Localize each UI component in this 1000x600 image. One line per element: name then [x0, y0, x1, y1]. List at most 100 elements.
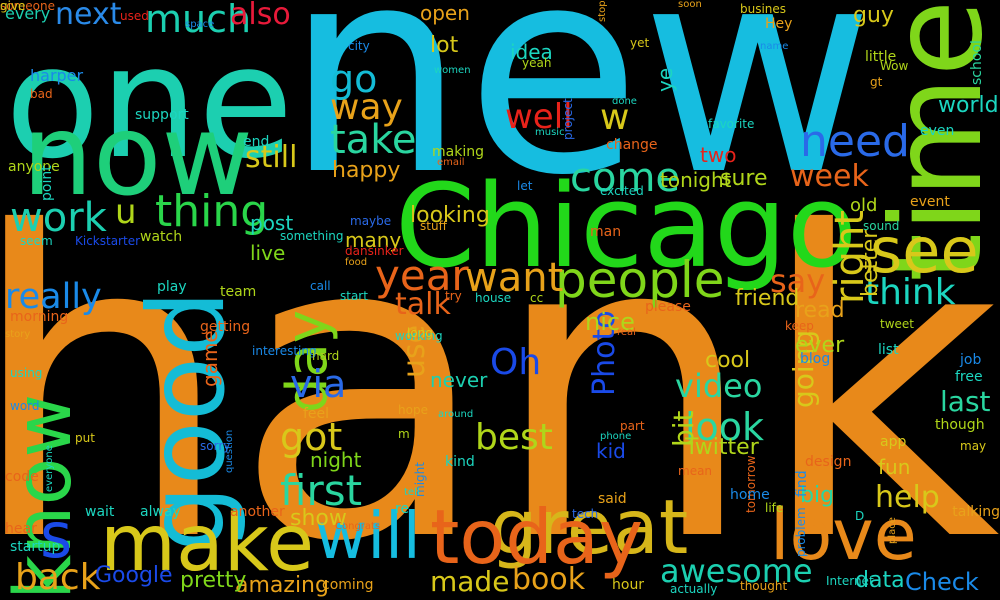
- word-interesting: interesting: [252, 344, 317, 358]
- word-two: two: [700, 143, 737, 167]
- word-try: try: [445, 289, 462, 303]
- word-point: point: [39, 165, 55, 201]
- word-wait: wait: [85, 504, 115, 520]
- word-hour: hour: [612, 577, 645, 593]
- word-best: best: [475, 417, 553, 458]
- word-kind: kind: [445, 454, 475, 470]
- word-code: code: [5, 469, 39, 485]
- word-job: job: [960, 352, 982, 368]
- word-please: please: [645, 299, 691, 315]
- word-done: done: [612, 96, 637, 107]
- word-amazing: amazing: [235, 573, 329, 598]
- word-awesome: awesome: [660, 552, 813, 590]
- word-busines: busines: [740, 2, 787, 16]
- word-real: real: [617, 327, 636, 338]
- word-way: way: [330, 87, 403, 128]
- word-s: s: [40, 499, 73, 572]
- word-many: many: [345, 228, 402, 252]
- word-week: week: [790, 159, 869, 194]
- word-re: re: [395, 501, 410, 517]
- word-another: another: [230, 504, 285, 520]
- word-happy: happy: [332, 158, 401, 183]
- word-d: D: [855, 509, 865, 523]
- word-dansinker: dansinker: [345, 244, 404, 258]
- word-google: Google: [95, 563, 173, 588]
- word-stop: stop: [597, 0, 608, 22]
- word-guy: guy: [853, 3, 894, 28]
- word-go: go: [330, 57, 378, 101]
- word-change: change: [606, 137, 658, 153]
- word-book: book: [512, 562, 586, 597]
- word-idea: idea: [510, 40, 553, 64]
- word-thought: thought: [740, 579, 788, 593]
- word-food: food: [345, 257, 368, 268]
- word-every: every: [5, 4, 51, 23]
- word-feel: feel: [303, 406, 330, 422]
- word-tonight: tonight: [660, 168, 732, 192]
- word-never: never: [430, 368, 488, 392]
- word-sound: sound: [863, 219, 900, 233]
- word-m: m: [398, 427, 410, 441]
- word-stuff: stuff: [420, 219, 447, 233]
- word-find: find: [794, 470, 810, 497]
- word-read: read: [795, 298, 845, 323]
- word-space: space: [185, 19, 215, 30]
- word-next: next: [55, 0, 122, 32]
- word-make: make: [100, 499, 315, 589]
- word-internet: Internet: [826, 574, 874, 588]
- word-ye: ye: [653, 67, 677, 92]
- word-even: even: [920, 123, 955, 139]
- word-give: give: [0, 0, 26, 13]
- word-sorry: sorry: [200, 439, 231, 453]
- word-wow: Wow: [880, 59, 909, 73]
- word-really: really: [5, 277, 102, 317]
- word-talking: talking: [952, 504, 1000, 520]
- word-getting: getting: [200, 319, 251, 335]
- word-back: back: [15, 557, 101, 598]
- word-cc: cc: [530, 291, 544, 305]
- word-sure: sure: [720, 166, 768, 191]
- word-nice: nice: [585, 308, 635, 336]
- word-working: working: [395, 329, 443, 343]
- word-alway: alway: [140, 504, 181, 520]
- word-maybe: maybe: [350, 214, 392, 228]
- word-said: said: [598, 491, 627, 507]
- word-play: play: [157, 279, 187, 295]
- word-team: team: [220, 284, 257, 300]
- word-show: show: [290, 506, 347, 531]
- word-question: question: [224, 429, 235, 473]
- word-hey: Hey: [765, 16, 793, 32]
- word-mean: mean: [678, 464, 713, 478]
- word-city: city: [348, 39, 370, 53]
- word-someone: someone: [0, 0, 55, 13]
- word-watch: watch: [140, 229, 183, 245]
- word-call: call: [310, 279, 331, 293]
- word-see: see: [870, 214, 979, 287]
- word-something: something: [280, 229, 344, 243]
- word-thing: thing: [155, 186, 269, 237]
- word-tomorrow: tomorrow: [744, 455, 758, 513]
- word-congrats: Congrats: [335, 521, 381, 532]
- word-end: end: [243, 134, 270, 150]
- word-take: take: [330, 117, 417, 163]
- word-old: old: [850, 195, 878, 216]
- word-fun: fun: [878, 455, 911, 479]
- word-love: love: [770, 494, 917, 576]
- word-open: open: [420, 1, 470, 25]
- word-kickstarter: Kickstarter: [75, 234, 141, 248]
- word-let: let: [517, 179, 533, 193]
- word-ever: ever: [795, 333, 845, 358]
- word-say: say: [770, 262, 826, 300]
- word-morning: morning: [10, 309, 69, 325]
- word-well: well: [505, 97, 573, 137]
- word-long: long: [407, 326, 433, 340]
- word-everyone: everyone: [44, 445, 55, 492]
- word-post: post: [250, 211, 294, 235]
- word-video: video: [675, 367, 763, 405]
- word-around: around: [438, 409, 474, 420]
- word-night: night: [310, 448, 362, 472]
- word-last: last: [940, 385, 991, 418]
- word-work: work: [10, 195, 107, 241]
- word-u: u: [115, 192, 137, 232]
- word-email: email: [437, 157, 465, 168]
